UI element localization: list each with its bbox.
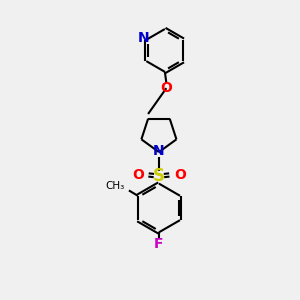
Text: O: O	[174, 168, 186, 182]
Text: O: O	[132, 168, 144, 182]
Text: N: N	[138, 31, 150, 45]
Text: CH₃: CH₃	[106, 181, 125, 191]
Text: N: N	[153, 144, 165, 158]
Text: O: O	[160, 81, 172, 95]
Text: F: F	[154, 237, 164, 251]
Text: S: S	[153, 167, 165, 185]
